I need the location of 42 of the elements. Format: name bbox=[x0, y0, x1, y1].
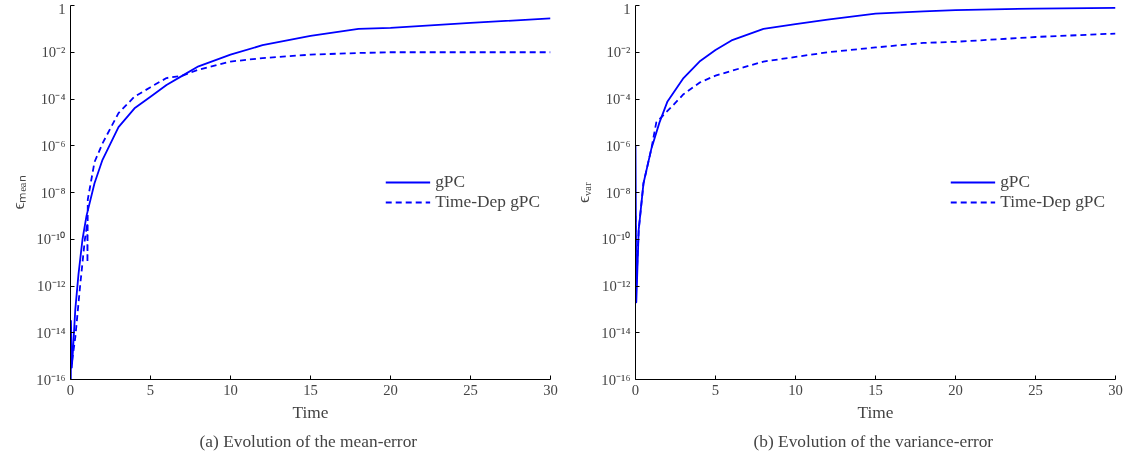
x-axis-title: Time bbox=[857, 402, 894, 422]
y-tick-label: 1 bbox=[58, 0, 66, 17]
y-tick-label: 10⁻¹² bbox=[37, 278, 67, 294]
x-tick-label: 25 bbox=[1028, 381, 1043, 398]
y-tick-label: 1 bbox=[623, 0, 631, 17]
x-tick-label: 15 bbox=[303, 381, 318, 398]
legend-label: gPC bbox=[435, 172, 466, 192]
x-tick-label: 0 bbox=[631, 381, 640, 398]
x-tick-label: 30 bbox=[1108, 381, 1123, 398]
y-axis-title: ϵᵥₐᵣ bbox=[574, 182, 594, 203]
y-tick-label: 10⁻¹⁰ bbox=[601, 231, 631, 248]
text: (a) Evolution of the mean-error bbox=[199, 431, 418, 451]
y-tick-label: 10⁻⁸ bbox=[40, 184, 66, 201]
y-tick-label: 10⁻² bbox=[41, 44, 67, 61]
y-tick-label: 10⁻⁴ bbox=[605, 91, 631, 107]
x-tick-label: 5 bbox=[711, 381, 720, 398]
y-tick-label: 10⁻⁶ bbox=[605, 137, 631, 154]
legend-label: Time-Dep gPC bbox=[435, 192, 540, 212]
text: (b) Evolution of the variance-error bbox=[753, 431, 994, 451]
legend-label: Time-Dep gPC bbox=[1000, 192, 1105, 212]
y-tick-label: 10⁻¹⁴ bbox=[36, 324, 66, 341]
y-tick-label: 10⁻⁴ bbox=[40, 91, 66, 107]
y-tick-label: 10⁻¹⁰ bbox=[36, 231, 66, 248]
y-axis-title: ϵₘₑₐₙ bbox=[9, 175, 29, 210]
y-tick-label: 10⁻¹⁶ bbox=[601, 371, 631, 388]
y-tick-label: 10⁻⁶ bbox=[40, 137, 66, 154]
y-tick-label: 10⁻² bbox=[606, 44, 632, 61]
legend-label: gPC bbox=[1000, 172, 1031, 192]
x-tick-label: 15 bbox=[868, 381, 883, 398]
y-tick-label: 10⁻¹² bbox=[602, 278, 632, 294]
x-tick-label: 30 bbox=[543, 381, 558, 398]
x-tick-label: 25 bbox=[463, 381, 478, 398]
x-tick-label: 5 bbox=[146, 381, 155, 398]
y-tick-label: 10⁻¹⁶ bbox=[36, 371, 66, 388]
x-tick-label: 10 bbox=[223, 381, 238, 398]
y-tick-label: 10⁻¹⁴ bbox=[601, 324, 631, 341]
x-axis-title: Time bbox=[292, 402, 329, 422]
x-tick-label: 10 bbox=[788, 381, 803, 398]
x-tick-label: 20 bbox=[383, 381, 398, 398]
x-tick-label: 20 bbox=[948, 381, 963, 398]
x-tick-label: 0 bbox=[66, 381, 75, 398]
y-tick-label: 10⁻⁸ bbox=[605, 184, 631, 201]
